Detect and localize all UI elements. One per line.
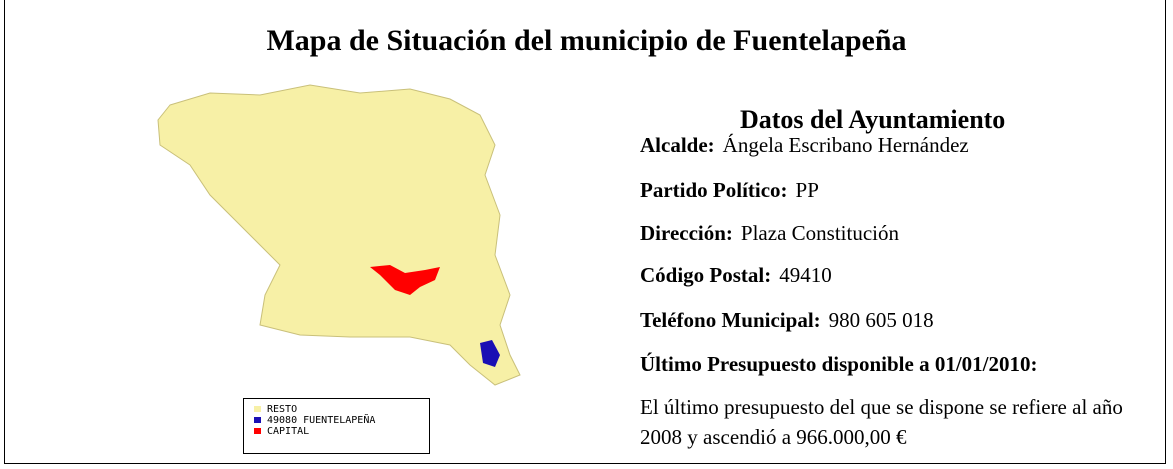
legend-item: 49080 FUENTELAPEÑA (254, 415, 429, 426)
budget-text: El último presupuesto del que se dispone… (640, 395, 1123, 449)
field-value: 980 605 018 (828, 308, 934, 332)
field-value: Ángela Escribano Hernández (722, 133, 969, 157)
field: Dirección: Plaza Constitución (640, 221, 899, 246)
field: Alcalde: Ángela Escribano Hernández (640, 133, 969, 158)
frame (4, 0, 1166, 464)
map (157, 84, 521, 386)
field-label: Alcalde: (640, 133, 715, 157)
section-title: Datos del Ayuntamiento (740, 105, 1006, 134)
field-value: PP (795, 178, 819, 202)
field-label: Dirección: (640, 221, 733, 245)
province (157, 84, 521, 386)
field: Partido Político: PP (640, 178, 819, 203)
legend-label: 49080 FUENTELAPEÑA (267, 415, 376, 426)
field-label: Teléfono Municipal: (640, 308, 821, 332)
field: Teléfono Municipal: 980 605 018 (640, 308, 934, 333)
legend-label: CAPITAL (267, 426, 310, 437)
field-value: 49410 (779, 263, 832, 287)
title: Mapa de Situación del municipio de Fuent… (266, 24, 907, 57)
capital-area (370, 265, 440, 295)
municipality-area (480, 340, 500, 367)
field-label: Partido Político: (640, 178, 788, 202)
field-value: Plaza Constitución (740, 221, 899, 245)
field-label: Código Postal: (640, 263, 772, 287)
legend-item: RESTO (254, 404, 429, 415)
field: Código Postal: 49410 (640, 263, 832, 288)
legend-label: RESTO (267, 404, 298, 415)
legend: RESTO 49080 FUENTELAPEÑA CAPITAL (243, 398, 430, 454)
budget-heading: Último Presupuesto disponible a 01/01/20… (640, 352, 1038, 376)
legend-item: CAPITAL (254, 426, 429, 437)
